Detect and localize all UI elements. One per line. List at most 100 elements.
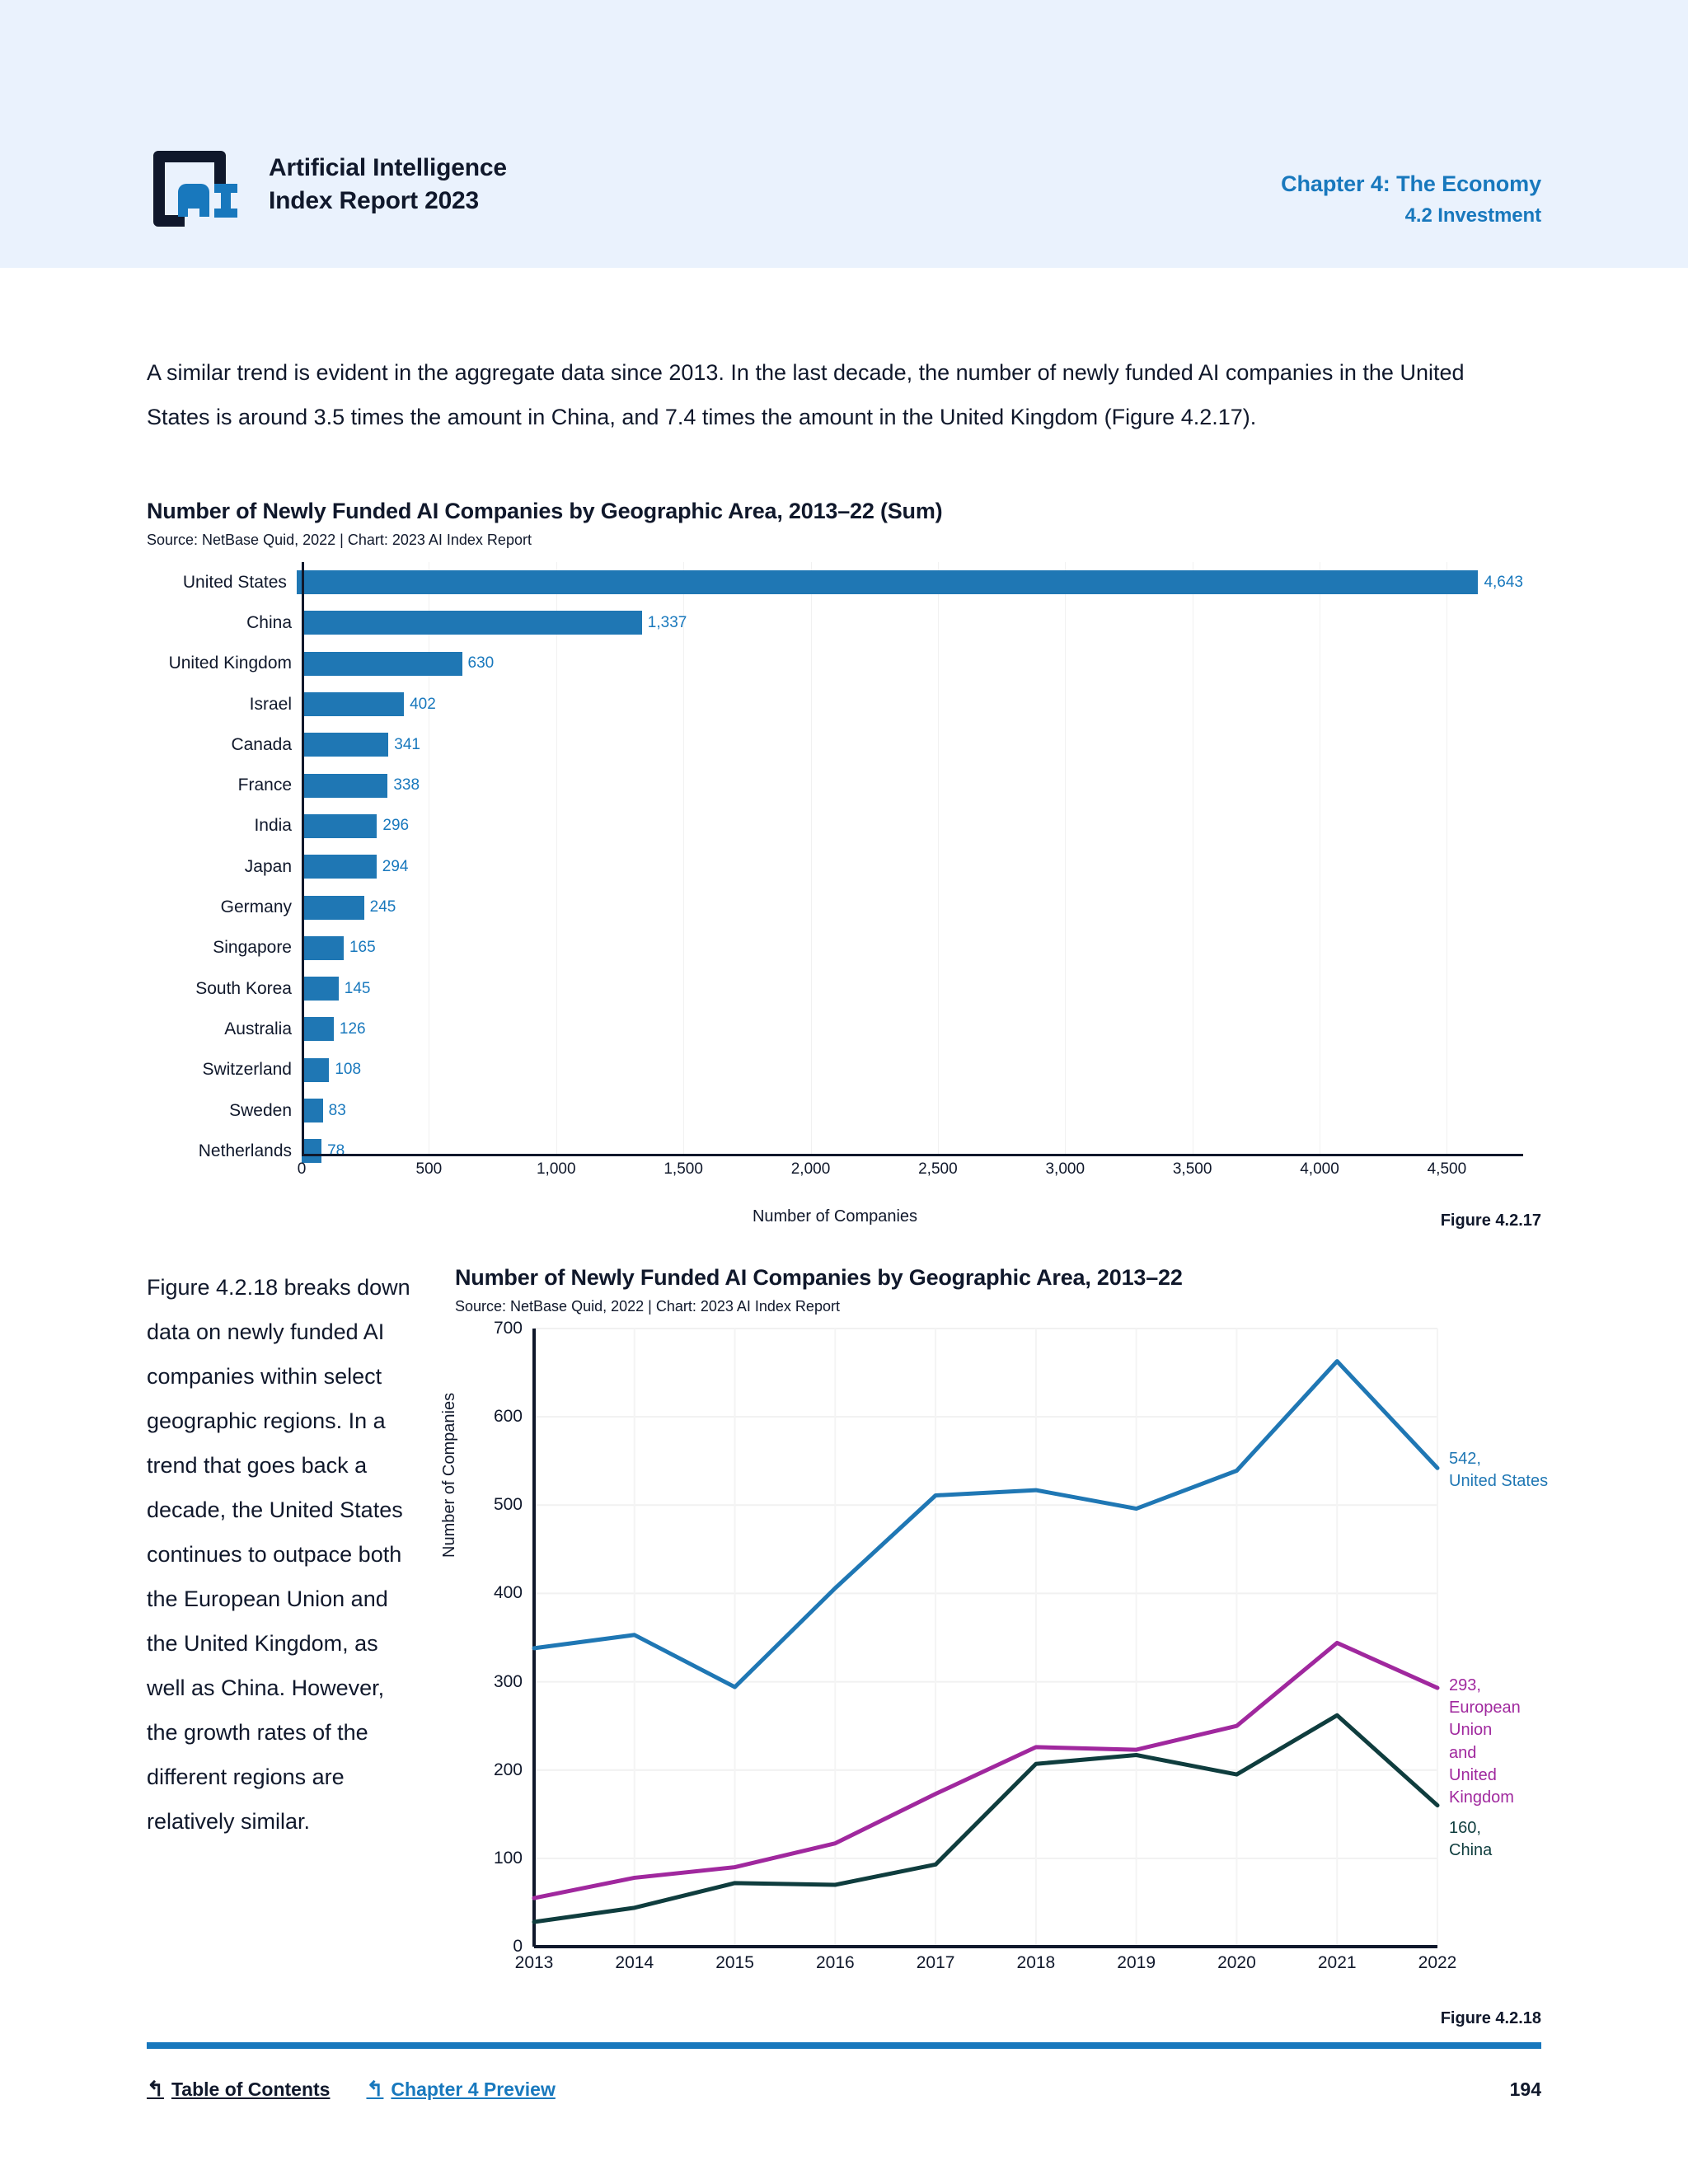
bar-category-label: United Kingdom (168, 654, 292, 673)
x-tick-label: 2013 (514, 1953, 554, 1972)
line-chart-x-tick-labels: 2013 2014 2015 2016 2017 2018 2019 2020 2021 2022 (515, 1953, 1523, 1981)
chapter-preview-link[interactable]: ↰ Chapter 4 Preview (366, 2079, 555, 2101)
figure18-title: Number of Newly Funded AI Companies by G… (455, 1265, 1183, 1290)
bar-category-label: Sweden (229, 1100, 292, 1120)
bar-category-label: South Korea (195, 978, 292, 998)
bar-value-label: 126 (339, 1019, 366, 1038)
brand-title-line1: Artificial Intelligence (269, 154, 507, 182)
series-end-value: 293, (1449, 1676, 1481, 1695)
x-tick-label: 2020 (1217, 1953, 1256, 1972)
bar-chart-x-tick-labels: 0 500 1,000 1,500 2,000 2,500 3,000 3,500 4,000 4… (298, 1160, 1523, 1188)
bar-category-label: Israel (249, 694, 292, 714)
bar-fill (296, 570, 1479, 595)
bar-row: Switzerland 108 (147, 1050, 1523, 1090)
chapter-label: Chapter 4: The Economy (1281, 171, 1541, 196)
bar-value-label: 78 (327, 1141, 345, 1160)
bar-fill (302, 977, 339, 1001)
page-number: 194 (1509, 2078, 1541, 2100)
bar-track: 338 (302, 765, 1523, 805)
line-chart-plot (532, 1328, 1440, 1948)
x-tick-label: 1,000 (536, 1160, 576, 1178)
x-tick-label: 4,000 (1300, 1160, 1339, 1178)
bar-category-label: China (246, 612, 292, 632)
x-tick-label: 2,500 (918, 1160, 958, 1178)
series-end-name: European Union and United Kingdom (1449, 1699, 1521, 1807)
x-tick-label: 3,500 (1172, 1160, 1212, 1178)
bar-value-label: 402 (410, 695, 436, 713)
y-tick-label: 0 (513, 1937, 523, 1956)
bar-fill (302, 733, 389, 757)
bar-chart-x-axis (302, 1154, 1523, 1156)
header-chapter-info: Chapter 4: The Economy 4.2 Investment (1281, 171, 1541, 227)
bar-track: 630 (302, 644, 1523, 684)
table-of-contents-label: Table of Contents (171, 2078, 331, 2100)
bar-row: South Korea 145 (147, 968, 1523, 1009)
bar-category-label: India (254, 816, 292, 836)
bar-track: 341 (302, 724, 1523, 765)
x-tick-label: 2022 (1418, 1953, 1457, 1972)
bar-row: Singapore 165 (147, 928, 1523, 968)
y-tick-label: 100 (493, 1848, 523, 1868)
y-tick-label: 700 (493, 1319, 523, 1338)
y-tick-label: 300 (493, 1671, 523, 1691)
bar-track: 294 (302, 846, 1523, 887)
x-tick-label: 4,500 (1427, 1160, 1467, 1178)
x-tick-label: 2015 (715, 1953, 754, 1972)
bar-track: 126 (302, 1009, 1523, 1049)
bar-category-label: France (237, 776, 292, 795)
x-tick-label: 2016 (815, 1953, 855, 1972)
bar-value-label: 338 (393, 776, 420, 794)
figure18-caption: Figure 4.2.18 (1440, 2009, 1541, 2027)
side-paragraph: Figure 4.2.18 breaks down data on newly … (147, 1275, 410, 1834)
bar-row: Germany 245 (147, 887, 1523, 927)
bar-category-label: Switzerland (202, 1060, 292, 1080)
bar-row: Australia 126 (147, 1009, 1523, 1049)
bar-chart-x-axis-title: Number of Companies (752, 1207, 918, 1226)
intro-paragraph: A similar trend is evident in the aggreg… (147, 360, 1465, 429)
y-tick-label: 200 (493, 1760, 523, 1779)
line-series (532, 1359, 1440, 1690)
bar-value-label: 630 (467, 654, 495, 673)
series-end-value: 160, (1449, 1818, 1481, 1837)
x-tick-label: 2017 (916, 1953, 955, 1972)
brand-title-line2: Index Report 2023 (269, 187, 480, 214)
bar-fill (302, 1057, 330, 1082)
line-series (532, 1640, 1440, 1900)
bar-category-label: Canada (231, 734, 292, 754)
return-arrow-icon: ↰ (366, 2077, 384, 2101)
bar-fill (302, 773, 388, 798)
bar-value-label: 1,337 (647, 613, 687, 631)
line-chart-y-tick-labels: 0 100 200 300 400 500 600 700 (455, 1319, 523, 1956)
bar-row: Sweden 83 (147, 1090, 1523, 1131)
bar-track: 4,643 (296, 562, 1523, 602)
bar-category-label: Germany (220, 898, 292, 917)
bar-fill (302, 855, 377, 879)
figure17-caption: Figure 4.2.17 (1440, 1212, 1541, 1230)
bar-value-label: 296 (382, 817, 410, 835)
bar-track: 145 (302, 968, 1523, 1009)
bar-category-label: Netherlands (198, 1141, 292, 1160)
bar-fill (302, 935, 344, 960)
y-tick-label: 500 (493, 1495, 523, 1515)
series-end-name: United States (1449, 1472, 1549, 1491)
bar-category-label: Australia (224, 1019, 292, 1038)
bar-row: United Kingdom 630 (147, 644, 1523, 684)
series-end-label: 160, China (1449, 1817, 1492, 1862)
bar-row: France 338 (147, 765, 1523, 805)
bar-value-label: 294 (382, 857, 409, 875)
bar-row: United States 4,643 (147, 562, 1523, 602)
bar-row: Japan 294 (147, 846, 1523, 887)
figure18-source: Source: NetBase Quid, 2022 | Chart: 2023… (455, 1298, 840, 1315)
bar-fill (302, 1139, 322, 1164)
x-tick-label: 2014 (615, 1953, 654, 1972)
bar-fill (302, 651, 462, 676)
bar-row: Canada 341 (147, 724, 1523, 765)
table-of-contents-link[interactable]: ↰ Table of Contents (147, 2079, 330, 2101)
bar-track: 83 (302, 1090, 1523, 1131)
bar-row: India 296 (147, 806, 1523, 846)
bar-value-label: 245 (369, 898, 396, 916)
bar-category-label: Japan (244, 856, 292, 876)
chapter-preview-label: Chapter 4 Preview (391, 2078, 556, 2100)
figure17-title: Number of Newly Funded AI Companies by G… (147, 499, 943, 523)
